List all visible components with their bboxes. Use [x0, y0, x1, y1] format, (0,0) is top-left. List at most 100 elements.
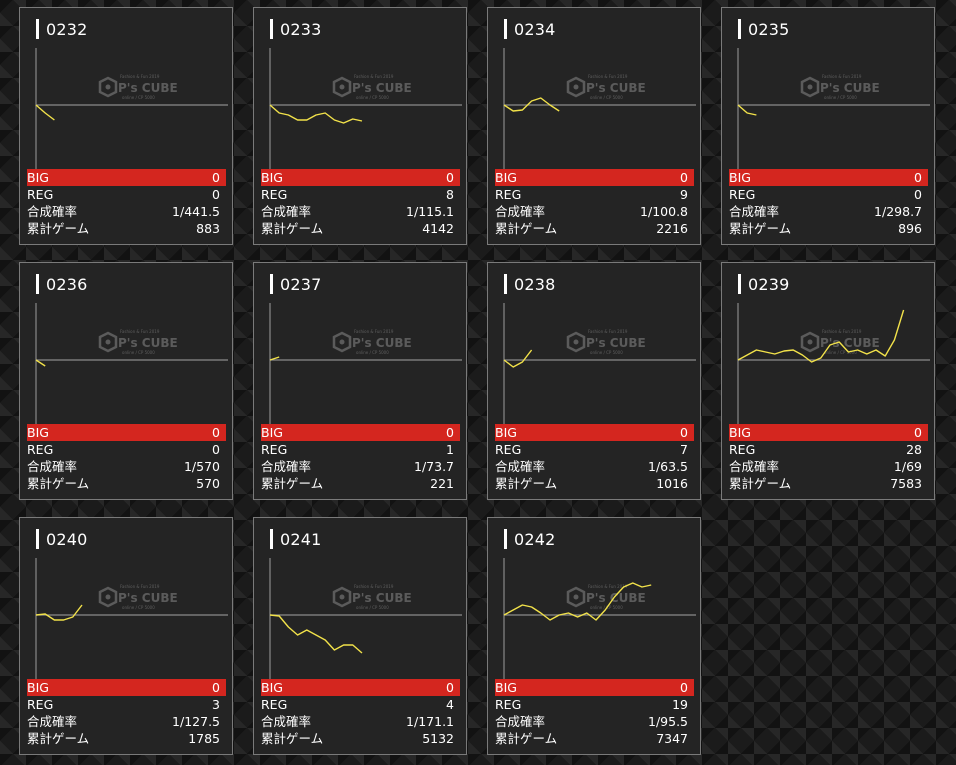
machine-title: 0236 — [36, 273, 88, 295]
rate-row: 合成確率 1/69 — [729, 458, 928, 475]
games-row-label: 累計ゲーム — [261, 221, 324, 236]
stats-table: BIG 0 REG 3 合成確率 1/127.5 累計ゲーム 1785 — [27, 679, 226, 747]
watermark-brand: P's CUBE — [820, 81, 880, 95]
rate-row: 合成確率 1/115.1 — [261, 203, 460, 220]
machine-title: 0233 — [270, 18, 322, 40]
combined-rate: 1/441.5 — [172, 204, 220, 219]
machine-card[interactable]: 0242 Fashion & Fun 2019 P's CUBE online / C… — [487, 517, 701, 755]
watermark-brand: P's CUBE — [352, 336, 412, 350]
big-row-label: BIG — [261, 680, 283, 695]
watermark-bottom-line: online / CP 5000 — [122, 605, 155, 610]
reg-count: 0 — [212, 442, 220, 457]
total-games: 5132 — [422, 731, 454, 746]
machine-number: 0233 — [280, 19, 322, 39]
reg-row: REG 7 — [495, 441, 694, 458]
machine-card[interactable]: 0233 Fashion & Fun 2019 P's CUBE online / C… — [253, 7, 467, 245]
cube-logo-icon — [566, 76, 586, 98]
machine-card[interactable]: 0238 Fashion & Fun 2019 P's CUBE online / C… — [487, 262, 701, 500]
watermark-brand: P's CUBE — [352, 81, 412, 95]
slump-line — [503, 349, 533, 368]
watermark-bottom-line: online / CP 5000 — [356, 605, 389, 610]
big-count: 0 — [446, 170, 454, 185]
total-games: 4142 — [422, 221, 454, 236]
big-row-label: BIG — [729, 170, 751, 185]
machine-card[interactable]: 0237 Fashion & Fun 2019 P's CUBE online / C… — [253, 262, 467, 500]
machine-number: 0234 — [514, 19, 556, 39]
games-row-label: 累計ゲーム — [27, 476, 90, 491]
watermark-top-line: Fashion & Fun 2019 — [588, 329, 628, 334]
combined-rate: 1/69 — [893, 459, 922, 474]
reg-count: 7 — [680, 442, 688, 457]
slump-line — [269, 104, 363, 124]
reg-count: 19 — [672, 697, 688, 712]
big-count: 0 — [446, 680, 454, 695]
combined-rate: 1/115.1 — [406, 204, 454, 219]
watermark-bottom-line: online / CP 5000 — [590, 95, 623, 100]
big-row: BIG 0 — [495, 424, 694, 441]
machine-title: 0232 — [36, 18, 88, 40]
rate-row-label: 合成確率 — [261, 714, 312, 729]
reg-row: REG 19 — [495, 696, 694, 713]
rate-row-label: 合成確率 — [261, 459, 312, 474]
title-accent-bar — [36, 19, 39, 39]
watermark-top-line: Fashion & Fun 2019 — [120, 74, 160, 79]
machine-card[interactable]: 0234 Fashion & Fun 2019 P's CUBE online / C… — [487, 7, 701, 245]
machine-title: 0235 — [738, 18, 790, 40]
slump-line — [35, 359, 46, 367]
big-count: 0 — [212, 425, 220, 440]
stats-table: BIG 0 REG 1 合成確率 1/73.7 累計ゲーム 221 — [261, 424, 460, 492]
machine-card[interactable]: 0240 Fashion & Fun 2019 P's CUBE online / C… — [19, 517, 233, 755]
slump-line — [35, 104, 55, 121]
big-row-label: BIG — [495, 425, 517, 440]
reg-row-label: REG — [729, 187, 756, 202]
title-accent-bar — [270, 274, 273, 294]
big-row-label: BIG — [261, 425, 283, 440]
watermark-bottom-line: online / CP 5000 — [122, 350, 155, 355]
slump-line — [737, 309, 905, 363]
reg-row-label: REG — [261, 697, 288, 712]
games-row: 累計ゲーム 1016 — [495, 475, 694, 492]
rate-row: 合成確率 1/73.7 — [261, 458, 460, 475]
games-row-label: 累計ゲーム — [27, 731, 90, 746]
games-row-label: 累計ゲーム — [261, 731, 324, 746]
rate-row: 合成確率 1/441.5 — [27, 203, 226, 220]
watermark-brand: P's CUBE — [586, 336, 646, 350]
machine-number: 0238 — [514, 274, 556, 294]
machine-number: 0240 — [46, 529, 88, 549]
machine-card[interactable]: 0239 Fashion & Fun 2019 P's CUBE online / C… — [721, 262, 935, 500]
big-count: 0 — [680, 170, 688, 185]
machine-title: 0234 — [504, 18, 556, 40]
total-games: 2216 — [656, 221, 688, 236]
cube-logo-icon — [800, 331, 820, 353]
big-row-label: BIG — [729, 425, 751, 440]
machine-title: 0239 — [738, 273, 790, 295]
machine-card[interactable]: 0235 Fashion & Fun 2019 P's CUBE online / C… — [721, 7, 935, 245]
games-row: 累計ゲーム 883 — [27, 220, 226, 237]
title-accent-bar — [270, 19, 273, 39]
combined-rate: 1/298.7 — [874, 204, 922, 219]
machine-number: 0236 — [46, 274, 88, 294]
rate-row-label: 合成確率 — [495, 204, 546, 219]
machine-card[interactable]: 0241 Fashion & Fun 2019 P's CUBE online / C… — [253, 517, 467, 755]
machine-number: 0237 — [280, 274, 322, 294]
reg-row: REG 1 — [261, 441, 460, 458]
games-row: 累計ゲーム 5132 — [261, 730, 460, 747]
games-row-label: 累計ゲーム — [729, 221, 792, 236]
machine-card[interactable]: 0236 Fashion & Fun 2019 P's CUBE online / C… — [19, 262, 233, 500]
reg-count: 0 — [212, 187, 220, 202]
rate-row: 合成確率 1/95.5 — [495, 713, 694, 730]
machine-card[interactable]: 0232 Fashion & Fun 2019 P's CUBE online / C… — [19, 7, 233, 245]
total-games: 1016 — [656, 476, 688, 491]
games-row-label: 累計ゲーム — [495, 221, 558, 236]
reg-row: REG 0 — [729, 186, 928, 203]
big-row-label: BIG — [495, 170, 517, 185]
title-accent-bar — [504, 274, 507, 294]
